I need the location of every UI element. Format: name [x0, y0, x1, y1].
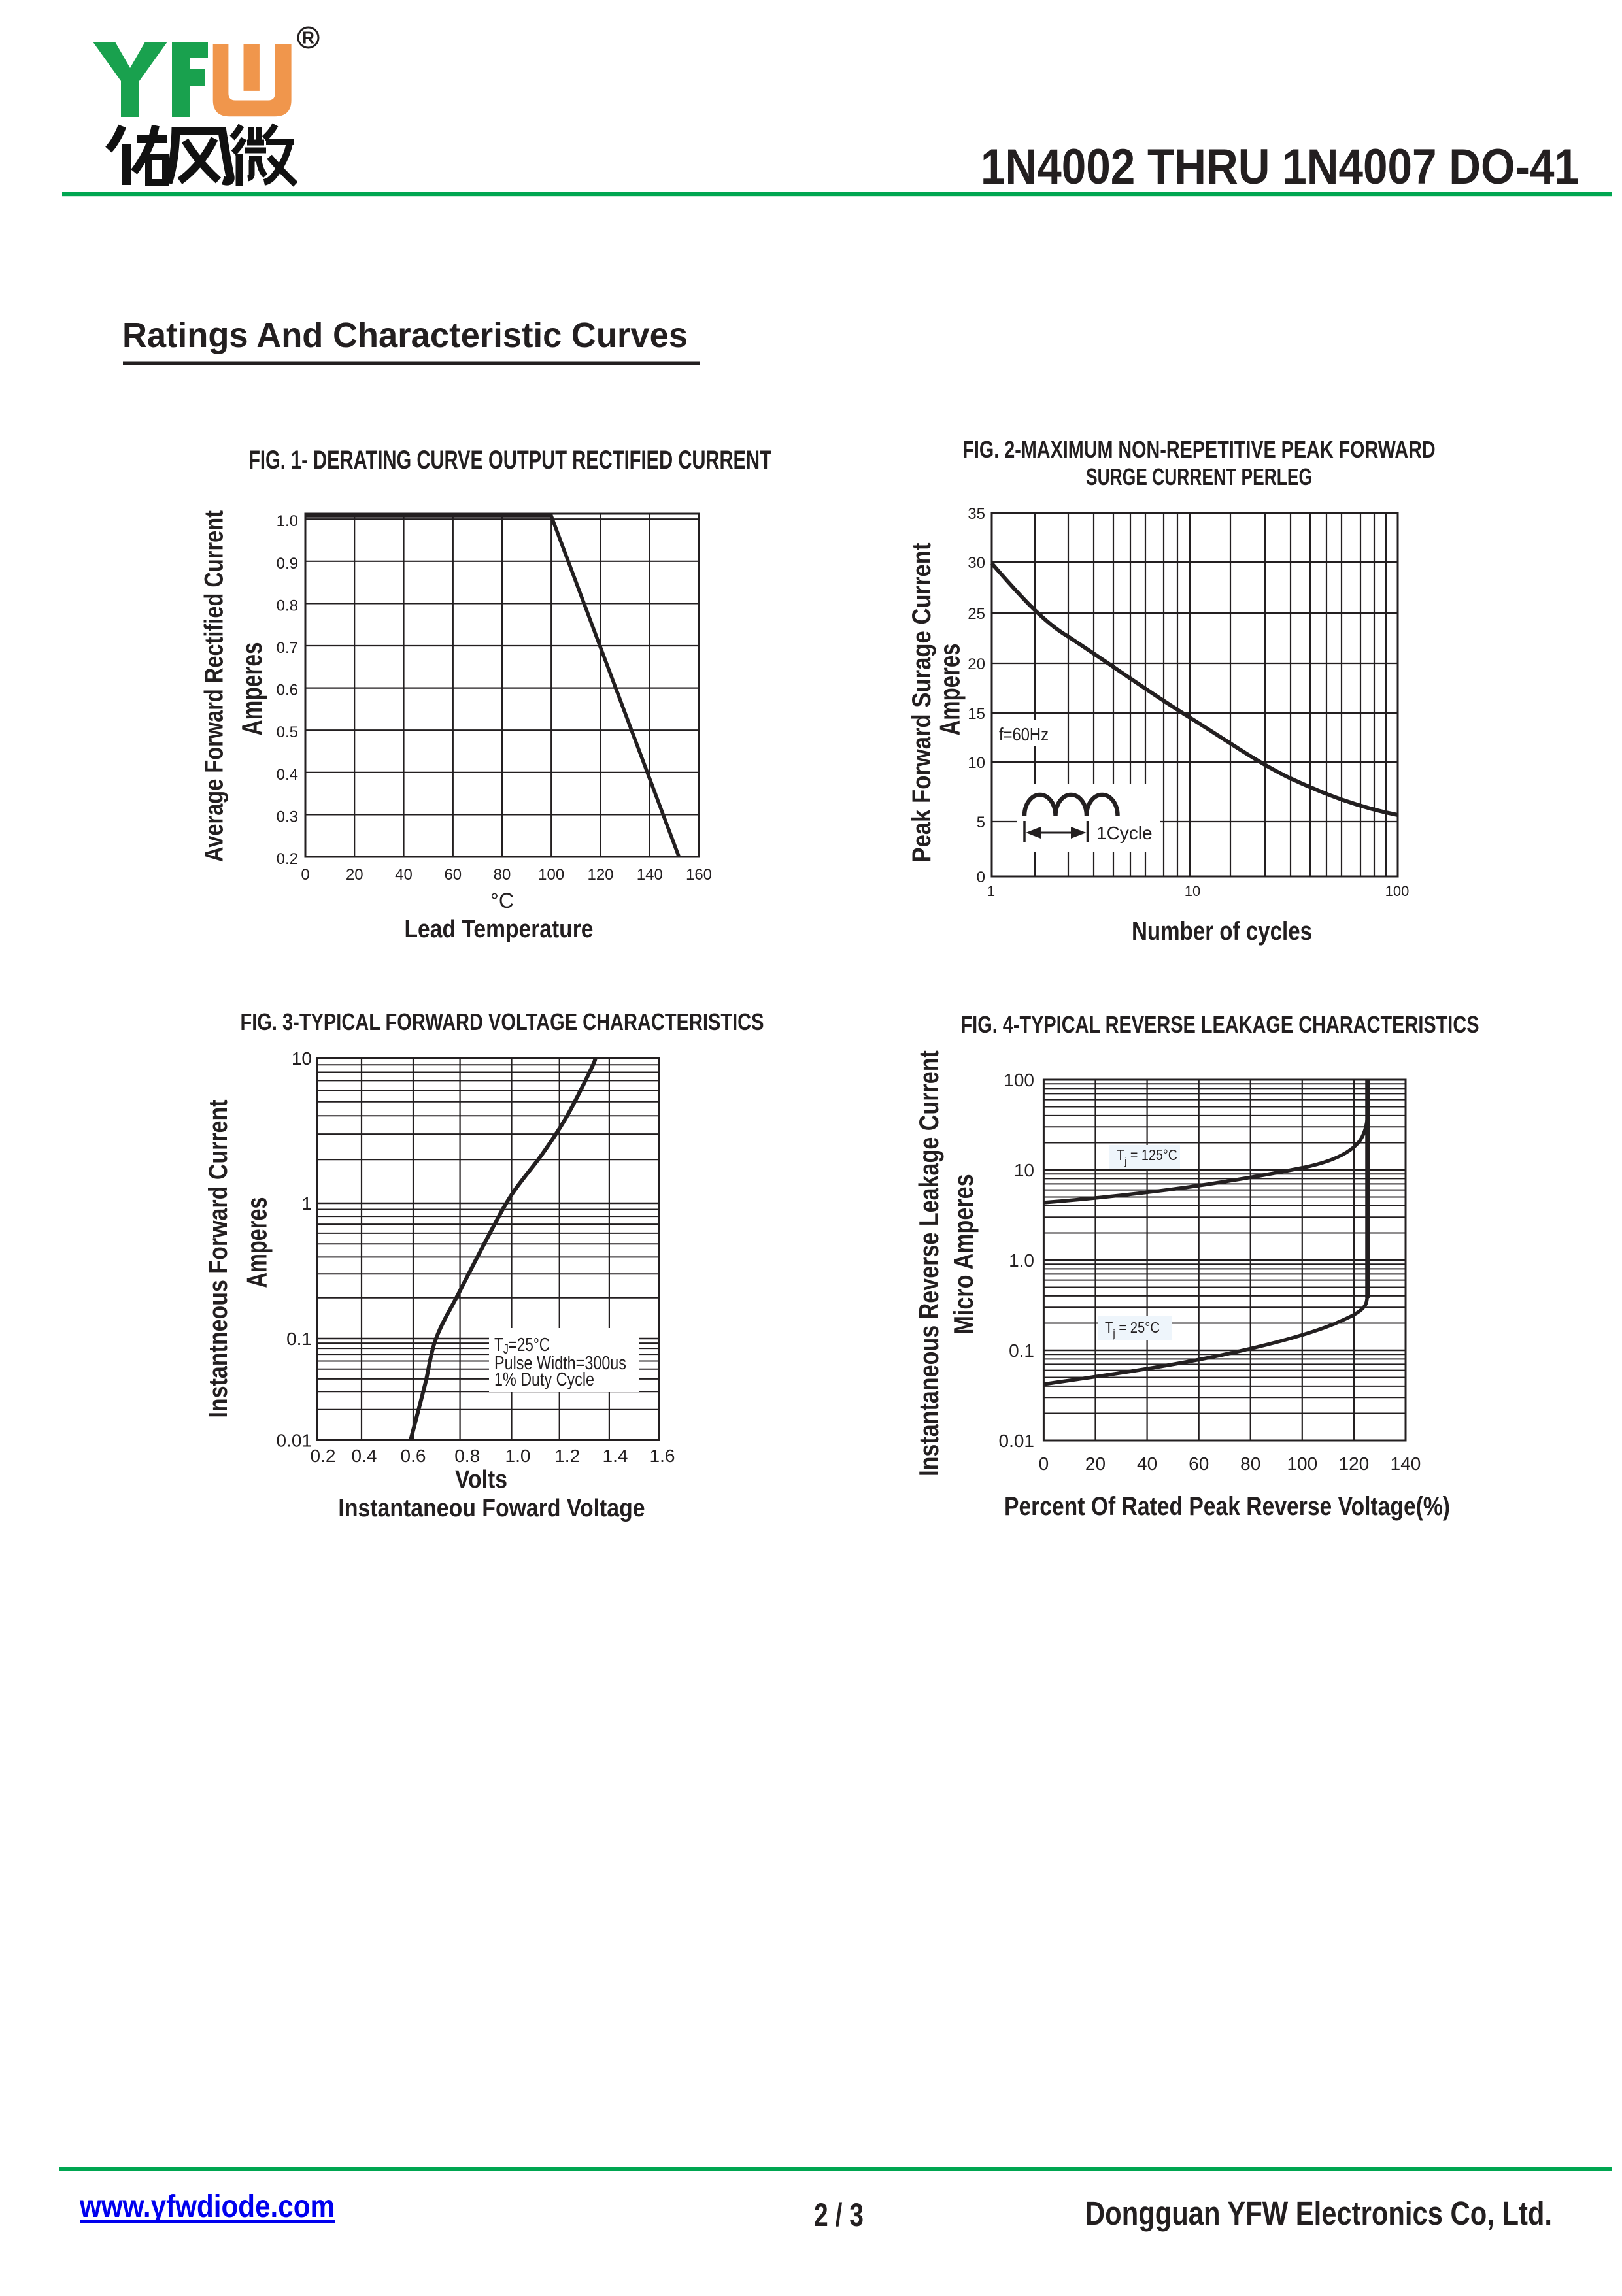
svg-text:0.6: 0.6 [277, 682, 298, 699]
svg-text:1.4: 1.4 [603, 1446, 628, 1466]
svg-text:Pulse Width=300us: Pulse Width=300us [494, 1352, 626, 1374]
svg-text:1.0: 1.0 [277, 512, 298, 530]
svg-text:120: 120 [587, 866, 613, 884]
svg-text:1Cycle: 1Cycle [1096, 823, 1153, 843]
svg-text:FIG. 4-TYPICAL REVERSE LEAKAGE: FIG. 4-TYPICAL REVERSE LEAKAGE CHARACTER… [961, 1011, 1479, 1038]
svg-text:1.0: 1.0 [505, 1446, 531, 1466]
svg-text:35: 35 [968, 505, 985, 523]
svg-text:80: 80 [1240, 1454, 1260, 1474]
svg-text:Instantneous Forward Current: Instantneous Forward Current [203, 1099, 232, 1418]
svg-text:1.2: 1.2 [554, 1446, 580, 1466]
svg-text:1% Duty Cycle: 1% Duty Cycle [494, 1369, 594, 1390]
svg-text:0.9: 0.9 [277, 555, 298, 573]
svg-text:140: 140 [1391, 1454, 1421, 1474]
svg-text:°C: °C [490, 889, 514, 912]
svg-text:0.7: 0.7 [277, 639, 298, 657]
svg-text:40: 40 [395, 866, 413, 884]
svg-text:100: 100 [1004, 1070, 1034, 1090]
svg-text:0.1: 0.1 [286, 1329, 312, 1349]
svg-text:100: 100 [1385, 883, 1410, 899]
svg-text:30: 30 [968, 554, 985, 572]
svg-text:1N4002 THRU 1N4007 DO-41: 1N4002 THRU 1N4007 DO-41 [981, 139, 1579, 195]
svg-text:120: 120 [1339, 1454, 1370, 1474]
svg-text:R: R [302, 28, 314, 48]
svg-text:1: 1 [301, 1193, 312, 1214]
svg-text:0.4: 0.4 [277, 766, 298, 784]
svg-text:Dongguan YFW Electronics Co, L: Dongguan YFW Electronics Co, Ltd. [1085, 2195, 1552, 2232]
svg-text:60: 60 [1189, 1454, 1209, 1474]
svg-text:100: 100 [1287, 1454, 1317, 1474]
svg-text:25: 25 [968, 605, 985, 623]
svg-text:Amperes: Amperes [241, 1197, 273, 1288]
svg-text:www.yfwdiode.com: www.yfwdiode.com [79, 2188, 335, 2223]
svg-text:0: 0 [301, 866, 309, 884]
svg-text:Volts: Volts [455, 1465, 507, 1493]
svg-text:Percent Of Rated Peak Reverse: Percent Of Rated Peak Reverse Voltage(%) [1004, 1491, 1450, 1520]
svg-text:10: 10 [1185, 883, 1200, 899]
svg-text:0.6: 0.6 [401, 1446, 426, 1466]
svg-text:80: 80 [494, 866, 511, 884]
svg-text:0.5: 0.5 [277, 724, 298, 741]
svg-text:0.01: 0.01 [999, 1431, 1035, 1451]
svg-text:1: 1 [987, 883, 995, 899]
svg-text:100: 100 [538, 866, 564, 884]
svg-text:0: 0 [977, 869, 985, 886]
svg-text:SURGE CURRENT PERLEG: SURGE CURRENT PERLEG [1086, 463, 1312, 490]
svg-text:FIG. 2-MAXIMUM NON-REPETITIVE: FIG. 2-MAXIMUM NON-REPETITIVE PEAK FORWA… [962, 437, 1435, 463]
svg-text:Lead Temperature: Lead Temperature [404, 915, 593, 942]
svg-text:0.2: 0.2 [311, 1446, 336, 1466]
svg-text:FIG. 3-TYPICAL FORWARD VOLTAGE: FIG. 3-TYPICAL FORWARD VOLTAGE CHARACTER… [240, 1008, 764, 1035]
svg-text:10: 10 [1014, 1160, 1034, 1180]
svg-text:1.0: 1.0 [1009, 1250, 1034, 1271]
svg-text:0: 0 [1039, 1454, 1049, 1474]
svg-text:20: 20 [346, 866, 363, 884]
svg-text:Micro Amperes: Micro Amperes [948, 1174, 979, 1334]
svg-text:60: 60 [444, 866, 462, 884]
svg-text:Average Forward Rectified Curr: Average Forward Rectified Current [199, 510, 229, 862]
svg-text:0.8: 0.8 [277, 597, 298, 614]
svg-text:2 / 3: 2 / 3 [814, 2196, 864, 2233]
svg-text:0.8: 0.8 [454, 1446, 480, 1466]
svg-text:20: 20 [1085, 1454, 1106, 1474]
svg-text:Instantaneous Reverse Leakage: Instantaneous Reverse Leakage Current [913, 1050, 944, 1476]
svg-text:Amperes: Amperes [934, 643, 966, 735]
svg-text:Amperes: Amperes [237, 642, 268, 736]
svg-text:Instantaneou Foward Voltage: Instantaneou Foward Voltage [338, 1493, 645, 1522]
svg-text:40: 40 [1137, 1454, 1157, 1474]
svg-text:5: 5 [977, 814, 985, 831]
svg-text:0.2: 0.2 [277, 850, 298, 868]
svg-text:Ratings And Characteristic Cu: Ratings And Characteristic Curves [122, 316, 688, 355]
svg-text:FIG. 1- DERATING CURVE OUTPUT: FIG. 1- DERATING CURVE OUTPUT RECTIFIED … [248, 446, 771, 475]
svg-text:Number of cycles: Number of cycles [1132, 916, 1312, 946]
svg-text:10: 10 [968, 754, 985, 772]
svg-text:20: 20 [968, 656, 985, 673]
svg-text:0.1: 0.1 [1009, 1340, 1034, 1361]
svg-text:Peak Forward Surage Current: Peak Forward Surage Current [907, 543, 936, 863]
svg-text:0.4: 0.4 [352, 1446, 377, 1466]
svg-text:1.6: 1.6 [650, 1446, 675, 1466]
svg-text:15: 15 [968, 705, 985, 723]
svg-text:f=60Hz: f=60Hz [999, 724, 1049, 744]
svg-text:160: 160 [686, 866, 712, 884]
svg-text:0.3: 0.3 [277, 808, 298, 825]
svg-text:10: 10 [292, 1048, 312, 1069]
svg-text:0.01: 0.01 [277, 1431, 313, 1451]
svg-text:140: 140 [637, 866, 663, 884]
